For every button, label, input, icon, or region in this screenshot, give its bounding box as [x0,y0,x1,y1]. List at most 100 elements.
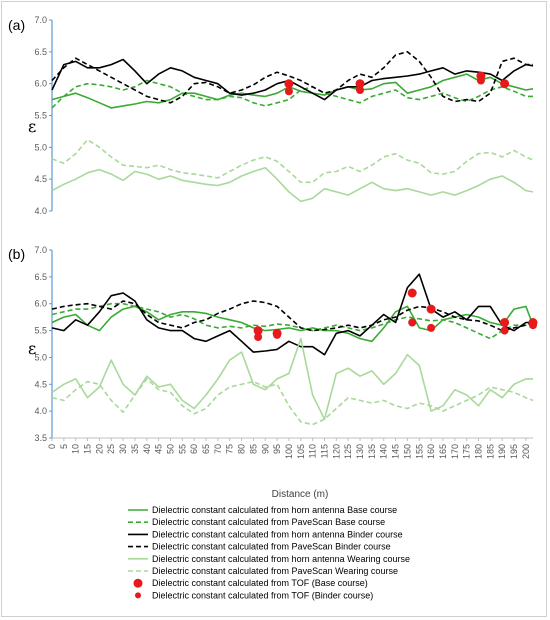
x-tick-label: 45 [154,444,164,454]
y-tick-label: 6.5 [34,47,47,57]
y-tick-label: 7.0 [34,15,47,25]
x-tick-label: 80 [237,444,247,454]
x-tick-label: 130 [355,444,365,459]
tof-point-binder [273,330,282,339]
legend-marker [135,592,141,599]
series-line-horn-base [51,73,534,109]
legend-label: Dielectric constant calculated from horn… [152,529,403,539]
x-tick-label: 75 [225,444,235,454]
tof-point-binder [254,333,263,341]
legend-entry-horn-binder: Dielectric constant calculated from horn… [128,529,403,539]
x-tick-label: 195 [509,444,519,459]
tof-point-base [407,288,417,298]
legend-label: Dielectric constant calculated from Pave… [152,542,391,552]
series-line-pave-binder [51,300,534,332]
x-tick-label: 60 [189,444,199,454]
tof-point-binder [500,326,509,335]
x-tick-label: 150 [402,444,412,459]
x-tick-label: 190 [497,444,507,459]
x-tick-label: 110 [308,444,318,458]
chart-panel-b: 3.5 4.0 4.5 5.0 5.5 6.0 6.5 7.0 0 5 10 15 20 25 30 35 40… [34,245,538,459]
x-tick-label: 140 [379,444,389,459]
x-tick-label: 165 [438,444,448,459]
x-tick-label: 100 [284,444,294,459]
tof-point-binder [427,323,436,332]
tof-point-binder [356,86,364,94]
legend-entry-tof-binder: Dielectric constant calculated from TOF … [135,590,373,600]
x-tick-label: 25 [106,444,116,454]
legend-entry-horn-base: Dielectric constant calculated from horn… [128,505,397,515]
y-tick-label: 4.5 [34,379,47,389]
x-tick-label: 180 [474,444,484,459]
x-axis-label: Distance (m) [272,489,329,500]
x-tick-label: 40 [142,444,152,454]
y-tick-label: 4.5 [34,174,47,184]
x-tick-label: 95 [272,444,282,454]
legend-label: Dielectric constant calculated from horn… [152,554,410,564]
series-line-pave-wearing [51,378,534,426]
legend-label: Dielectric constant calculated from TOF … [152,590,373,600]
x-tick-label: 10 [71,444,81,454]
y-tick-label: 3.5 [34,433,47,443]
legend: Dielectric constant calculated from horn… [128,505,410,600]
tof-point-base [284,79,294,89]
x-tick-label: 85 [248,444,258,454]
x-tick-label: 30 [118,444,128,454]
legend-label: Dielectric constant calculated from horn… [152,505,397,515]
x-tick-label: 20 [94,444,104,454]
x-tick-label: 145 [391,444,401,459]
x-tick-label: 200 [521,444,531,459]
x-tick-label: 55 [177,444,187,454]
x-tick-label: 175 [462,444,472,459]
x-tick-label: 65 [201,444,211,454]
series-line-pave-base [51,79,533,109]
x-tick-label: 90 [260,444,270,454]
legend-entry-tof-base: Dielectric constant calculated from TOF … [133,578,368,588]
legend-entry-horn-wearing: Dielectric constant calculated from horn… [128,554,410,564]
y-tick-label: 7.0 [34,245,47,255]
y-tick-label: 5.5 [34,111,47,121]
x-tick-label: 135 [367,444,377,459]
y-axis-label-b: ε [28,339,36,358]
series-line-horn-binder [51,273,533,356]
series-line-horn-wearing [51,337,533,420]
series-line-pave-base [51,302,533,340]
x-tick-label: 125 [343,444,353,459]
tof-point-base [500,318,510,327]
x-tick-label: 120 [331,444,341,459]
series-line-horn-wearing [51,166,534,203]
y-tick-label: 6.0 [34,79,47,89]
legend-label: Dielectric constant calculated from Pave… [152,566,398,576]
y-tick-label: 4.0 [34,206,47,216]
tof-point-base [355,79,365,89]
x-tick-label: 50 [165,444,175,454]
y-tick-label: 6.0 [34,299,47,309]
panel-label-b: (b) [8,246,25,262]
legend-label: Dielectric constant calculated from Pave… [152,517,385,527]
x-tick-label: 170 [450,444,460,459]
y-tick-label: 5.0 [34,352,47,362]
x-tick-label: 185 [485,444,495,459]
x-tick-label: 5 [59,444,69,449]
series-line-pave-binder [51,51,533,104]
panel-label-a: (a) [8,17,25,33]
tof-point-binder [529,321,537,330]
legend-entry-pave-binder: Dielectric constant calculated from Pave… [128,542,391,552]
y-tick-label: 4.0 [34,406,47,416]
y-axis-label-a: ε [28,117,36,136]
x-tick-label: 70 [213,444,223,454]
y-tick-label: 6.5 [34,272,47,282]
series-line-pave-wearing [51,138,534,184]
tof-point-binder [408,318,417,327]
series-line-horn-base [51,305,534,343]
x-tick-label: 15 [83,444,93,454]
tof-point-base [253,326,263,336]
series-line-horn-binder [51,58,534,101]
chart-panel-a: 4.0 4.5 5.0 5.5 6.0 6.5 7.0 [34,15,534,216]
tof-point-base [500,79,510,89]
x-tick-label: 115 [319,444,329,458]
x-tick-label: 35 [130,444,140,454]
y-tick-label: 5.5 [34,326,47,336]
